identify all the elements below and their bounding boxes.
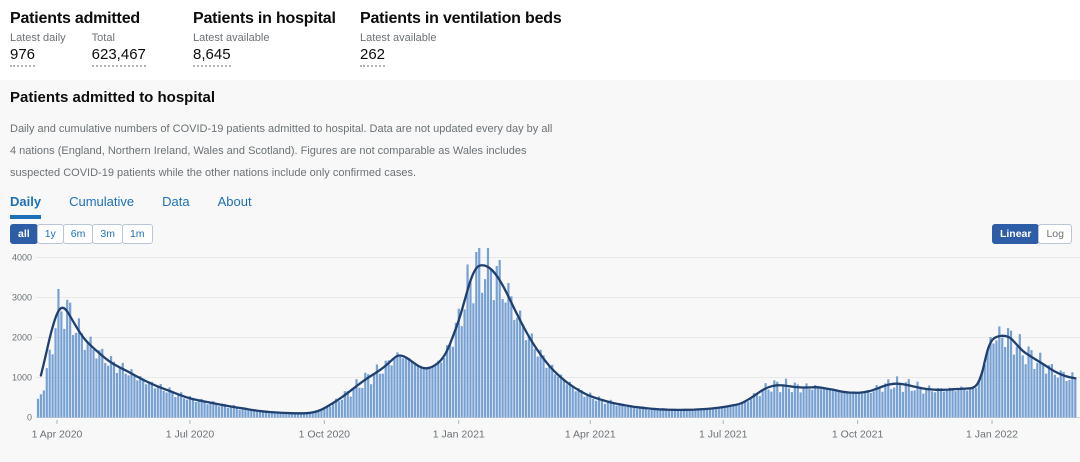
metric-latest-available: Latest available 8,645 bbox=[193, 31, 269, 67]
x-axis-label: 1 Jan 2021 bbox=[433, 429, 485, 441]
x-axis-label: 1 Jan 2022 bbox=[966, 429, 1018, 441]
x-axis-label: 1 Jul 2021 bbox=[699, 429, 748, 441]
metric-value: 976 bbox=[10, 46, 36, 67]
stat-title: Patients admitted bbox=[10, 10, 140, 27]
scale-selector: Linear Log bbox=[991, 224, 1072, 244]
metric-latest-daily: Latest daily 976 bbox=[10, 31, 66, 67]
time-range-selector: all 1y 6m 3m 1m bbox=[10, 224, 153, 244]
y-axis-label: 2000 bbox=[12, 333, 32, 343]
stat-title: Patients in ventilation beds bbox=[360, 10, 562, 27]
range-button-1m[interactable]: 1m bbox=[121, 224, 153, 244]
stat-group-patients-in-hospital: Patients in hospital Latest available 8,… bbox=[193, 10, 336, 67]
tab-about[interactable]: About bbox=[217, 194, 252, 209]
metric-total: Total 623,467 bbox=[91, 31, 146, 67]
admissions-chart-svg[interactable]: 0 1000 2000 3000 4000 1 Apr 2020 1 Jul 2020 1 O… bbox=[0, 248, 1080, 462]
range-button-all[interactable]: all bbox=[10, 224, 38, 244]
metric-value: 623,467 bbox=[91, 46, 146, 67]
daily-bars bbox=[36, 248, 1077, 418]
scale-button-linear[interactable]: Linear bbox=[991, 224, 1040, 244]
tab-cumulative[interactable]: Cumulative bbox=[69, 194, 135, 209]
metric-label: Total bbox=[91, 32, 115, 44]
admissions-chart[interactable]: 0 1000 2000 3000 4000 1 Apr 2020 1 Jul 2020 1 O… bbox=[0, 248, 1080, 462]
rolling-average-line bbox=[39, 264, 1077, 415]
stat-title: Patients in hospital bbox=[193, 10, 336, 27]
range-button-1y[interactable]: 1y bbox=[36, 224, 64, 244]
tab-daily[interactable]: Daily bbox=[10, 194, 42, 219]
card-description: Daily and cumulative numbers of COVID-19… bbox=[10, 123, 553, 179]
x-axis-label: 1 Oct 2020 bbox=[299, 429, 351, 441]
headline-stats-strip: Patients admitted Latest daily 976 Total… bbox=[0, 0, 1080, 80]
metric-value: 8,645 bbox=[193, 46, 231, 67]
x-axis-label: 1 Apr 2021 bbox=[565, 429, 616, 441]
card-title: Patients admitted to hospital bbox=[10, 89, 216, 106]
scale-button-log[interactable]: Log bbox=[1038, 224, 1072, 244]
x-axis-label: 1 Jul 2020 bbox=[166, 429, 215, 441]
tab-data[interactable]: Data bbox=[162, 194, 190, 209]
metric-value: 262 bbox=[360, 46, 386, 67]
metric-label: Latest available bbox=[360, 32, 437, 44]
metric-latest-available: Latest available 262 bbox=[360, 31, 436, 67]
x-axis-label: 1 Oct 2021 bbox=[832, 429, 884, 441]
y-axis-label: 3000 bbox=[12, 293, 32, 303]
metric-label: Latest daily bbox=[10, 32, 66, 44]
range-button-3m[interactable]: 3m bbox=[92, 224, 123, 244]
y-axis-label: 1000 bbox=[12, 373, 32, 383]
chart-controls: all 1y 6m 3m 1m Linear Log bbox=[0, 224, 1080, 244]
y-axis-label: 0 bbox=[27, 413, 32, 423]
metric-label: Latest available bbox=[193, 32, 270, 44]
range-button-6m[interactable]: 6m bbox=[62, 224, 94, 244]
stat-group-patients-in-ventilation-beds: Patients in ventilation beds Latest avai… bbox=[360, 10, 562, 67]
x-axis-label: 1 Apr 2020 bbox=[32, 429, 83, 441]
card-tabs: Daily Cumulative Data About bbox=[10, 194, 252, 219]
admissions-card: Patients admitted to hospital Daily and … bbox=[0, 80, 1080, 462]
stat-group-patients-admitted: Patients admitted Latest daily 976 Total… bbox=[10, 10, 146, 67]
y-axis-label: 4000 bbox=[12, 253, 32, 263]
